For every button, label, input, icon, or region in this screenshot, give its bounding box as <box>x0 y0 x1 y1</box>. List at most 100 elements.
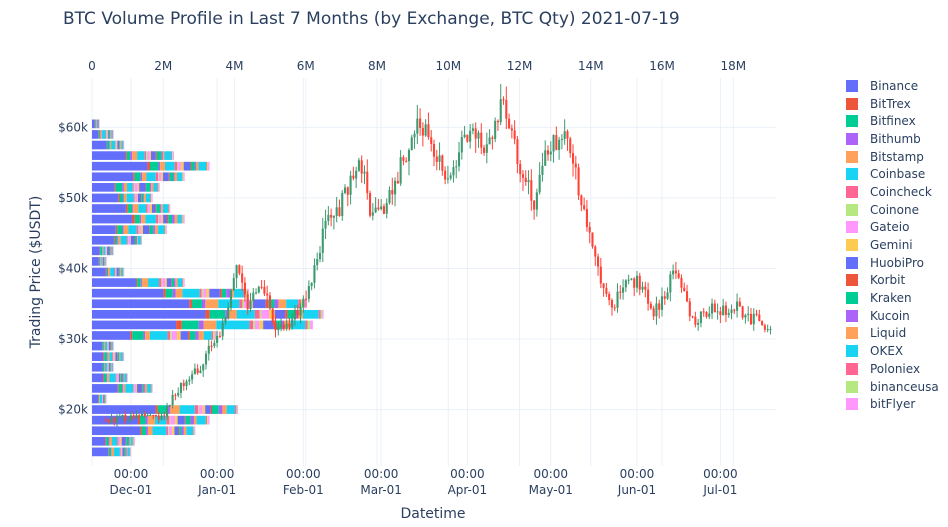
volume-bar-liquid <box>110 246 112 256</box>
volume-bar-binanceusa <box>112 246 114 256</box>
legend-item[interactable]: bitFlyer <box>846 395 939 413</box>
top-axis-tick-label: 2M <box>154 59 172 73</box>
candle-up <box>224 317 227 323</box>
candle-down <box>758 314 761 322</box>
legend-item[interactable]: Kraken <box>846 289 939 307</box>
candle-down <box>733 309 736 311</box>
volume-bar-gateio <box>255 320 260 330</box>
volume-bar-gemini <box>165 278 167 287</box>
legend-item[interactable]: Gemini <box>846 236 939 254</box>
legend-item[interactable]: Kucoin <box>846 307 939 325</box>
candle-up <box>730 309 733 313</box>
volume-bar-gemini <box>172 426 175 436</box>
volume-bar-huobipro <box>163 172 169 182</box>
candle-down <box>432 143 436 157</box>
volume-bar-bithumb <box>140 278 142 287</box>
candle-up <box>335 207 338 216</box>
legend-item[interactable]: Poloniex <box>846 360 939 378</box>
top-axis-tick-label: 6M <box>297 59 315 73</box>
legend-label: Bitstamp <box>870 149 924 164</box>
candle-up <box>115 417 119 423</box>
volume-bar-korbit <box>155 204 157 213</box>
volume-bar-okex <box>111 362 113 372</box>
volume-bar-gateio <box>128 235 131 245</box>
volume-bar-huobipro <box>117 140 119 150</box>
volume-bar-kraken <box>221 288 227 298</box>
volume-bar-binance <box>92 394 98 404</box>
legend-label: Coincheck <box>870 184 932 199</box>
volume-bar-korbit <box>187 331 190 340</box>
volume-bar-coincheck <box>199 288 202 298</box>
volume-bar-coincheck <box>112 352 114 361</box>
volume-bar-korbit <box>141 384 143 393</box>
candle-up <box>204 353 208 365</box>
legend-item[interactable]: Coinbase <box>846 165 939 183</box>
volume-bar-kucoin <box>128 436 130 446</box>
volume-bar-huobipro <box>252 299 266 309</box>
volume-bar-bithumb <box>102 246 103 256</box>
volume-bar-bithumb <box>123 193 125 203</box>
legend-item[interactable]: HuobiPro <box>846 254 939 272</box>
candle-down <box>182 382 185 386</box>
volume-bar-bithumb <box>111 447 112 457</box>
legend-item[interactable]: Korbit <box>846 272 939 290</box>
volume-bar-coincheck <box>107 341 108 351</box>
candle-down <box>555 135 558 150</box>
legend-item[interactable]: Bitstamp <box>846 148 939 166</box>
legend-label: Binance <box>870 78 919 93</box>
legend-item[interactable]: Gateio <box>846 219 939 237</box>
volume-bar-okex <box>147 384 152 393</box>
candle-down <box>683 287 686 292</box>
volume-bar-coincheck <box>107 362 108 372</box>
volume-bar-binanceusa <box>172 151 173 160</box>
legend-item[interactable]: binanceusa <box>846 378 939 396</box>
candle-up <box>213 342 216 347</box>
volume-bar-coinbase <box>236 309 255 319</box>
volume-bar-kraken <box>287 309 296 319</box>
volume-bar-bithumb <box>122 183 124 192</box>
legend-item[interactable]: Binance <box>846 77 939 95</box>
legend-item[interactable]: Coinone <box>846 201 939 219</box>
legend-item[interactable]: OKEX <box>846 342 939 360</box>
legend-swatch <box>846 168 858 181</box>
legend-label: Bithumb <box>870 131 921 146</box>
volume-bar-bitfinex <box>102 341 104 351</box>
volume-bar-coinone <box>105 246 107 256</box>
legend-item[interactable]: Bitfinex <box>846 112 939 130</box>
legend-item[interactable]: BitTrex <box>846 95 939 113</box>
volume-bar-kucoin <box>190 415 194 425</box>
volume-bar-coinone <box>127 235 129 245</box>
volume-bar-liquid <box>198 331 204 340</box>
candle-up <box>188 379 191 382</box>
volume-bar-liquid <box>98 119 99 129</box>
legend-item[interactable]: Bithumb <box>846 130 939 148</box>
legend-label: BitTrex <box>870 96 911 111</box>
legend-swatch <box>846 398 858 411</box>
candle-up <box>708 313 711 317</box>
volume-bar-gemini <box>149 151 152 160</box>
legend-swatch <box>846 185 858 198</box>
volume-bar-kraken <box>134 235 137 245</box>
volume-bar-kraken <box>156 151 162 160</box>
candle-down <box>649 303 652 309</box>
candle-down <box>421 127 424 136</box>
candle-up <box>736 301 739 311</box>
candle-down <box>613 307 616 309</box>
volume-bar-poloniex <box>112 130 114 139</box>
volume-bar-binanceusa <box>165 225 166 235</box>
candle-down <box>496 120 499 123</box>
candle-down <box>271 308 274 323</box>
legend-item[interactable]: Liquid <box>846 325 939 343</box>
volume-bar-huobipro <box>142 225 150 235</box>
volume-bar-bitstamp <box>104 362 105 372</box>
candle-up <box>293 310 297 320</box>
candle-up <box>527 180 530 183</box>
volume-bar-bitstamp <box>141 214 146 224</box>
candle-up <box>121 414 124 417</box>
candle-up <box>499 99 502 123</box>
volume-bar-bitflyer <box>130 447 132 457</box>
volume-bar-korbit <box>120 373 121 383</box>
volume-bar-kucoin <box>110 246 111 256</box>
volume-bar-huobipro <box>122 447 125 457</box>
legend-item[interactable]: Coincheck <box>846 183 939 201</box>
